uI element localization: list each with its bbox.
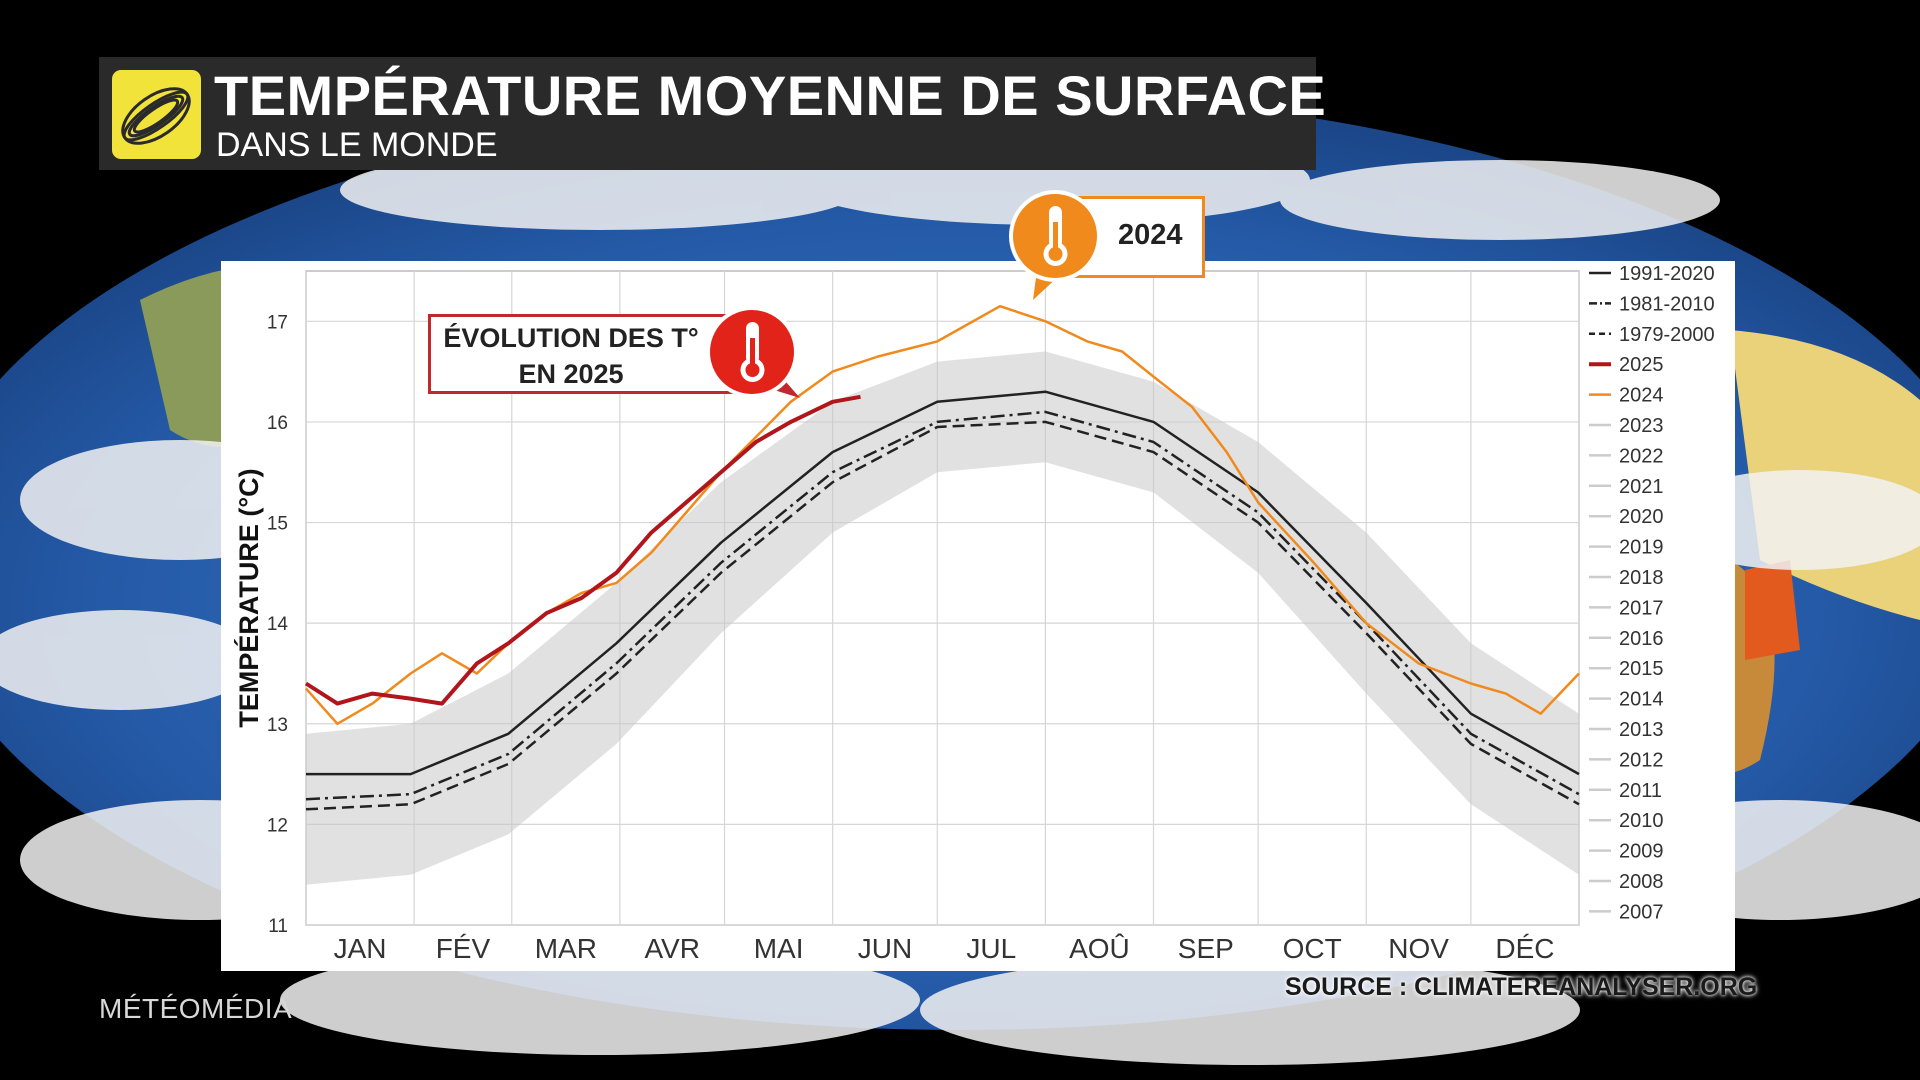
x-tick-label: OCT	[1283, 933, 1342, 964]
thermometer-icon	[706, 306, 800, 398]
x-tick-label: AVR	[644, 933, 700, 964]
y-axis-label: TEMPÉRATURE (°C)	[233, 468, 264, 727]
legend-label: 2009	[1619, 841, 1664, 863]
page-title: TEMPÉRATURE MOYENNE DE SURFACE	[214, 64, 1327, 127]
callout-2025-line2: EN 2025	[518, 359, 624, 389]
x-tick-label: AOÛ	[1069, 933, 1130, 964]
legend-label: 1979-2000	[1619, 324, 1715, 346]
page-subtitle: DANS LE MONDE	[216, 126, 498, 164]
x-tick-label: MAI	[754, 933, 804, 964]
legend-label: 2025	[1619, 354, 1664, 376]
series-line-2025	[304, 394, 861, 706]
legend-label: 2010	[1619, 810, 1664, 832]
thermometer-icon	[1009, 190, 1101, 300]
legend-label: 2011	[1619, 780, 1662, 802]
y-tick-label: 15	[267, 514, 288, 535]
callout-2025-line1: ÉVOLUTION DES T°	[443, 323, 699, 353]
y-tick-label: 14	[267, 614, 289, 635]
legend-label: 2017	[1619, 597, 1664, 619]
callout-2025: ÉVOLUTION DES T° EN 2025	[428, 314, 748, 394]
legend-label: 2015	[1619, 658, 1664, 680]
weather-network-logo-icon	[112, 70, 201, 159]
legend-label: 2022	[1619, 445, 1664, 467]
y-tick-label: 17	[267, 312, 288, 333]
x-tick-label: JAN	[334, 933, 387, 964]
historical-years-band	[306, 351, 1579, 885]
series-line-1981-2010	[305, 410, 1580, 801]
legend-label: 2018	[1619, 567, 1664, 589]
legend-label: 2012	[1619, 749, 1664, 771]
x-tick-label: JUL	[966, 933, 1016, 964]
x-tick-label: MAR	[535, 933, 597, 964]
legend-label: 2019	[1619, 537, 1664, 559]
series-line-2024	[305, 304, 1580, 726]
legend-label: 2008	[1619, 871, 1664, 893]
title-bar: TEMPÉRATURE MOYENNE DE SURFACE DANS LE M…	[99, 57, 1326, 170]
callout-2024-label: 2024	[1118, 219, 1183, 251]
brand-watermark: MÉTÉOMÉDIA	[99, 993, 293, 1024]
y-tick-label: 11	[268, 916, 288, 937]
legend-label: 2013	[1619, 719, 1664, 741]
y-tick-label: 16	[267, 413, 288, 434]
y-tick-label: 13	[267, 715, 288, 736]
series-line-1991-2020	[306, 390, 1580, 776]
x-tick-label: DÉC	[1495, 933, 1554, 964]
y-tick-label: 12	[267, 815, 288, 836]
legend-label: 1991-2020	[1619, 263, 1715, 285]
legend-label: 2016	[1619, 628, 1664, 650]
legend-label: 2024	[1619, 385, 1664, 407]
x-tick-label: SEP	[1178, 933, 1234, 964]
legend-label: 2021	[1619, 476, 1664, 498]
source-credit: SOURCE : CLIMATEREANALYSER.ORG	[1285, 973, 1758, 1001]
legend-label: 2023	[1619, 415, 1664, 437]
legend-label: 1981-2010	[1619, 293, 1715, 315]
legend-label: 2014	[1619, 689, 1664, 711]
x-tick-label: FÉV	[436, 933, 491, 964]
x-tick-label: NOV	[1388, 933, 1449, 964]
x-tick-label: JUN	[858, 933, 912, 964]
series-line-1979-2000	[305, 420, 1580, 811]
legend-label: 2007	[1619, 901, 1664, 923]
legend-label: 2020	[1619, 506, 1664, 528]
